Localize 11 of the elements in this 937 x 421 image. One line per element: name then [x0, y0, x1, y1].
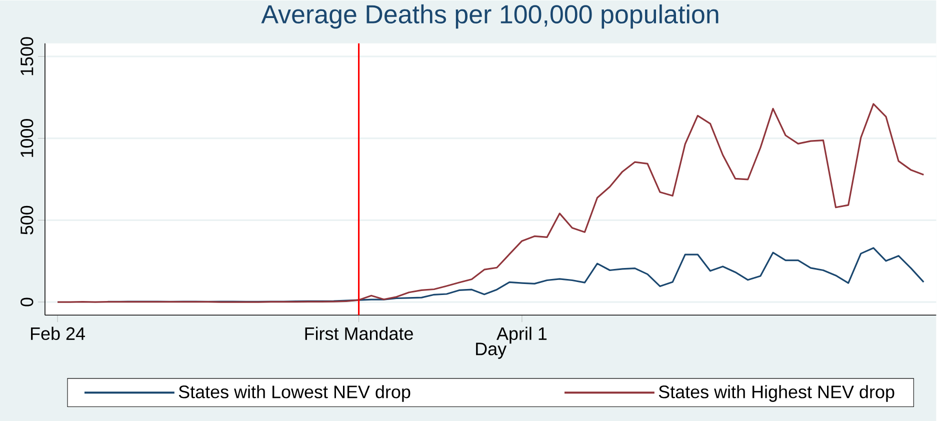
y-tick-label: 1500: [20, 37, 34, 76]
x-tick-label: Feb 24: [31, 326, 85, 340]
y-tick-label: 1000: [20, 119, 34, 157]
y-tick-label: 0: [20, 298, 34, 306]
legend-label: States with Highest NEV drop: [658, 385, 894, 402]
chart-title: Average Deaths per 100,000 population: [261, 4, 718, 29]
x-tick-label: April 1: [496, 326, 547, 344]
x-tick-label: First Mandate: [305, 326, 413, 340]
y-tick-label: 500: [20, 206, 34, 234]
x-axis-title: Day: [476, 342, 507, 359]
legend-label: States with Lowest NEV drop: [178, 385, 410, 402]
